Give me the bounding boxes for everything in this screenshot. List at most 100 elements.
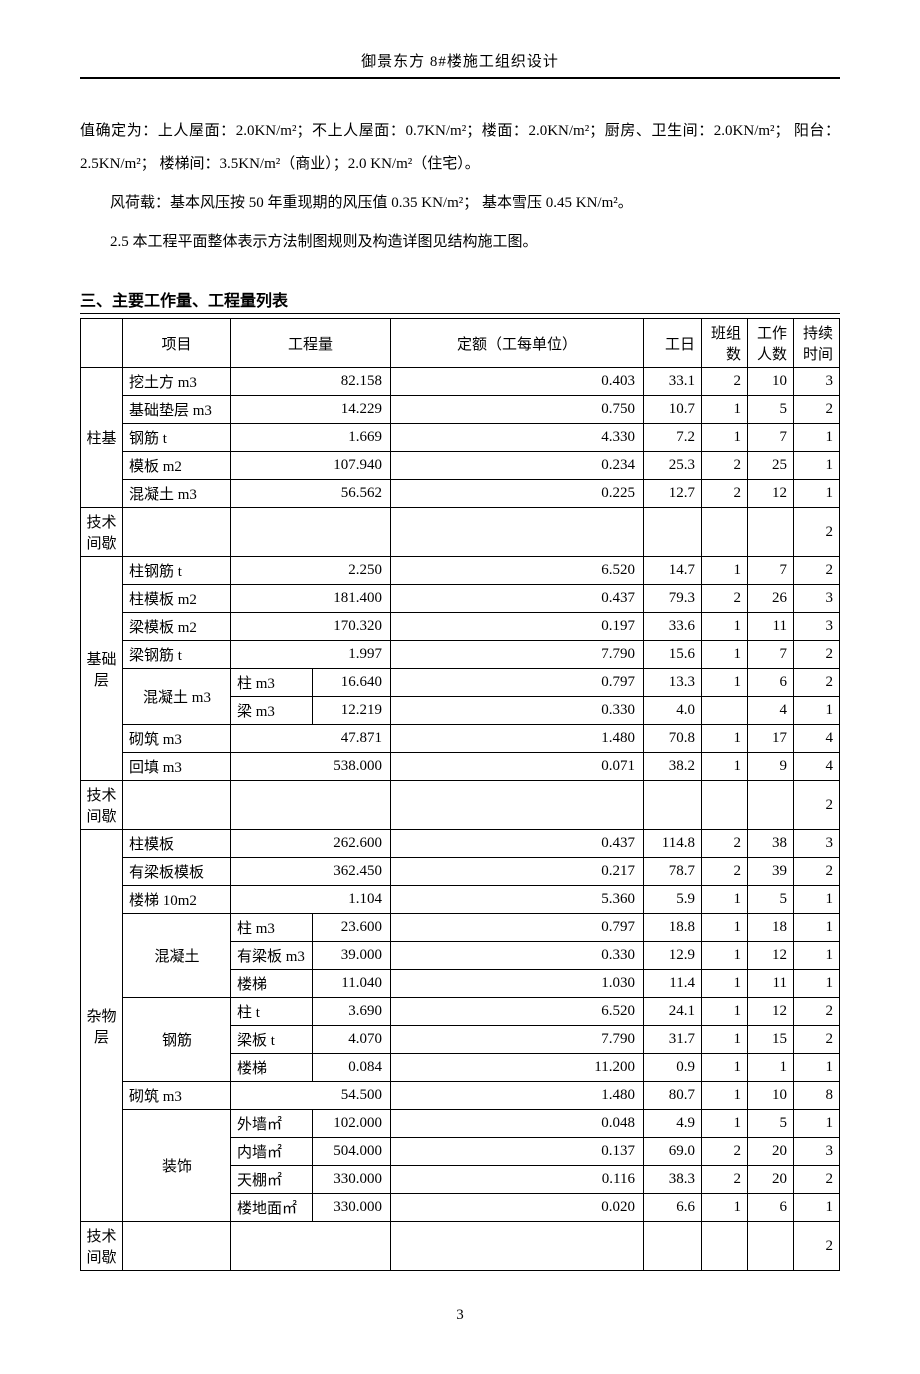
workers-cell: 4 [748, 697, 794, 725]
rate-cell: 6.520 [391, 557, 644, 585]
qty-cell: 39.000 [313, 942, 391, 970]
duration-cell: 1 [794, 942, 840, 970]
duration-cell: 4 [794, 725, 840, 753]
paragraph-2: 风荷载：基本风压按 50 年重现期的风压值 0.35 KN/m²； 基本雪压 0… [80, 187, 840, 220]
crew-cell: 1 [702, 424, 748, 452]
crew-cell: 2 [702, 585, 748, 613]
workday-cell [644, 1222, 702, 1271]
workers-cell: 20 [748, 1166, 794, 1194]
table-row: 砌筑 m354.5001.48080.71108 [81, 1082, 840, 1110]
crew-cell: 1 [702, 557, 748, 585]
sub-cell: 有梁板 m3 [231, 942, 313, 970]
duration-cell: 2 [794, 858, 840, 886]
rate-cell: 0.234 [391, 452, 644, 480]
qty-cell: 538.000 [231, 753, 391, 781]
workers-cell: 12 [748, 480, 794, 508]
sub-cell: 柱 m3 [231, 914, 313, 942]
crew-cell: 2 [702, 1166, 748, 1194]
qty-cell: 362.450 [231, 858, 391, 886]
duration-cell: 4 [794, 753, 840, 781]
crew-cell: 1 [702, 1194, 748, 1222]
table-row: 柱模板 m2181.4000.43779.32263 [81, 585, 840, 613]
table-row: 技术间歇2 [81, 508, 840, 557]
table-row: 回填 m3538.0000.07138.2194 [81, 753, 840, 781]
crew-cell: 1 [702, 1026, 748, 1054]
item-cell: 柱钢筋 t [123, 557, 231, 585]
page-number: 3 [80, 1307, 840, 1324]
duration-cell: 2 [794, 669, 840, 697]
rate-cell: 0.137 [391, 1138, 644, 1166]
duration-cell: 1 [794, 914, 840, 942]
rate-cell: 0.197 [391, 613, 644, 641]
paragraph-3: 2.5 本工程平面整体表示方法制图规则及构造详图见结构施工图。 [80, 226, 840, 259]
qty-cell [231, 781, 391, 830]
workday-cell: 38.3 [644, 1166, 702, 1194]
category-cell: 技术间歇 [81, 1222, 123, 1271]
qty-cell: 12.219 [313, 697, 391, 725]
workday-cell: 6.6 [644, 1194, 702, 1222]
crew-cell: 1 [702, 914, 748, 942]
rate-cell: 0.020 [391, 1194, 644, 1222]
item-cell: 模板 m2 [123, 452, 231, 480]
workday-cell: 69.0 [644, 1138, 702, 1166]
workday-cell: 79.3 [644, 585, 702, 613]
duration-cell: 2 [794, 557, 840, 585]
rate-cell: 1.480 [391, 1082, 644, 1110]
workday-cell: 4.9 [644, 1110, 702, 1138]
item-cell [123, 508, 231, 557]
crew-cell: 1 [702, 641, 748, 669]
item-cell: 混凝土 m3 [123, 480, 231, 508]
workers-cell: 6 [748, 1194, 794, 1222]
crew-cell [702, 1222, 748, 1271]
item-cell: 梁钢筋 t [123, 641, 231, 669]
rate-cell: 0.071 [391, 753, 644, 781]
item-cell: 混凝土 m3 [123, 669, 231, 725]
rate-cell: 0.437 [391, 585, 644, 613]
rate-cell: 1.480 [391, 725, 644, 753]
duration-cell: 3 [794, 830, 840, 858]
item-cell: 钢筋 t [123, 424, 231, 452]
workday-cell: 13.3 [644, 669, 702, 697]
duration-cell: 2 [794, 1166, 840, 1194]
table-row: 钢筋 t1.6694.3307.2171 [81, 424, 840, 452]
item-cell: 挖土方 m3 [123, 368, 231, 396]
sub-cell: 天棚㎡ [231, 1166, 313, 1194]
duration-cell: 1 [794, 886, 840, 914]
qty-cell: 3.690 [313, 998, 391, 1026]
rate-cell [391, 781, 644, 830]
workday-cell: 114.8 [644, 830, 702, 858]
table-row: 装饰外墙㎡102.0000.0484.9151 [81, 1110, 840, 1138]
workers-cell: 25 [748, 452, 794, 480]
workday-cell: 25.3 [644, 452, 702, 480]
table-row: 技术间歇 2 [81, 1222, 840, 1271]
duration-cell: 1 [794, 480, 840, 508]
qty-cell: 1.104 [231, 886, 391, 914]
qty-cell: 330.000 [313, 1194, 391, 1222]
duration-cell: 3 [794, 585, 840, 613]
item-cell: 有梁板模板 [123, 858, 231, 886]
duration-cell: 8 [794, 1082, 840, 1110]
workday-cell: 12.9 [644, 942, 702, 970]
workers-cell: 20 [748, 1138, 794, 1166]
crew-cell: 2 [702, 1138, 748, 1166]
workday-cell: 38.2 [644, 753, 702, 781]
item-cell: 梁模板 m2 [123, 613, 231, 641]
workers-cell: 7 [748, 424, 794, 452]
workers-cell: 12 [748, 942, 794, 970]
paragraph-1: 值确定为：上人屋面：2.0KN/m²；不上人屋面：0.7KN/m²；楼面：2.0… [80, 115, 840, 181]
qty-cell: 181.400 [231, 585, 391, 613]
sub-cell: 楼地面㎡ [231, 1194, 313, 1222]
category-cell: 柱基 [81, 368, 123, 508]
workday-cell: 18.8 [644, 914, 702, 942]
category-cell: 技术间歇 [81, 508, 123, 557]
rate-cell: 0.048 [391, 1110, 644, 1138]
duration-cell: 2 [794, 1222, 840, 1271]
workers-cell: 9 [748, 753, 794, 781]
rate-cell [391, 1222, 644, 1271]
item-cell: 柱模板 [123, 830, 231, 858]
sub-cell: 楼梯 [231, 970, 313, 998]
sub-cell: 梁 m3 [231, 697, 313, 725]
item-cell: 基础垫层 m3 [123, 396, 231, 424]
rate-cell: 7.790 [391, 1026, 644, 1054]
duration-cell: 1 [794, 1194, 840, 1222]
